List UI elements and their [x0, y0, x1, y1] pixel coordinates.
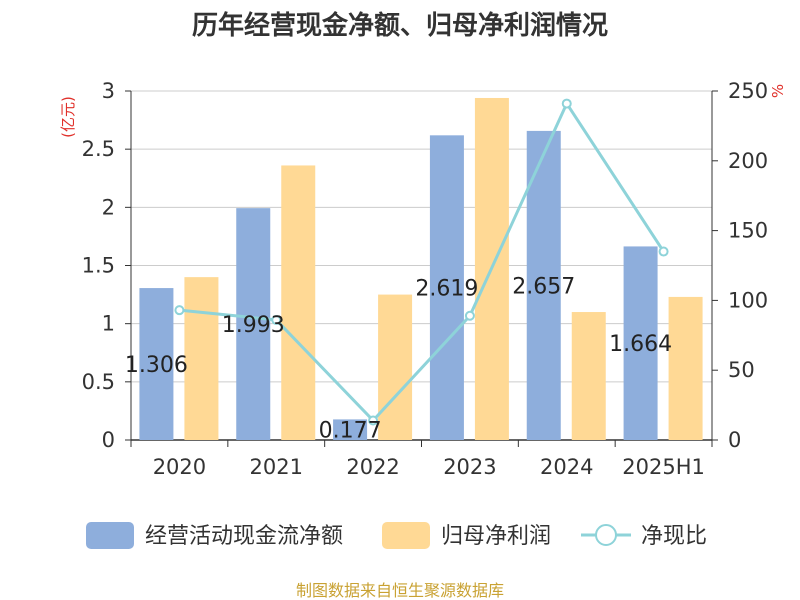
legend-label-ratio: 净现比 — [641, 524, 707, 549]
right-tick-label: 0 — [728, 428, 741, 452]
left-tick-label: 1 — [102, 312, 115, 336]
bar-net-profit — [571, 312, 606, 440]
x-tick-label: 2023 — [443, 455, 496, 479]
right-tick-label: 200 — [728, 149, 768, 173]
legend-marker-ratio — [595, 524, 617, 546]
x-tick-label: 2020 — [153, 455, 206, 479]
right-axis-unit: % — [769, 84, 787, 98]
left-axis-unit: (亿元) — [59, 96, 77, 138]
ratio-point — [174, 305, 185, 316]
legend: 经营活动现金流净额 归母净利润 净现比 — [86, 522, 707, 549]
chart-title: 历年经营现金净额、归母净利润情况 — [192, 10, 608, 41]
bar-value-label: 2.657 — [512, 274, 575, 299]
right-tick-label: 100 — [728, 288, 768, 312]
bar-net-profit — [378, 294, 413, 440]
axes: 0 0.5 1 1.5 2 2.5 3 0 50 100 150 200 250 2020 2021 2022… — [59, 79, 787, 479]
bar-net-profit — [668, 296, 703, 440]
ratio-line-path — [179, 100, 665, 423]
gridlines — [131, 90, 712, 383]
ratio-point — [561, 98, 572, 109]
ratio-point — [464, 310, 475, 321]
bar-cash-flow — [236, 208, 271, 440]
x-tick-label: 2022 — [346, 455, 399, 479]
bar-cash-flow — [139, 288, 174, 440]
data-labels: 1.306 1.993 0.177 2.619 2.657 1.664 — [125, 274, 672, 443]
source-note: 制图数据来自恒生聚源数据库 — [296, 581, 504, 600]
right-tick-label: 150 — [728, 219, 768, 243]
bar-value-label: 1.664 — [609, 332, 672, 357]
bar-net-profit — [281, 165, 316, 440]
ratio-point — [658, 246, 669, 257]
bars — [139, 97, 703, 440]
x-tick-label: 2025H1 — [622, 455, 705, 479]
left-tick-label: 0.5 — [82, 370, 115, 394]
left-tick-label: 1.5 — [82, 254, 115, 278]
ratio-line — [174, 98, 669, 426]
bar-value-label: 0.177 — [319, 419, 382, 444]
bar-value-label: 1.993 — [222, 313, 285, 338]
ratio-point — [271, 314, 282, 325]
right-tick-label: 50 — [728, 358, 755, 382]
bar-cash-flow — [429, 135, 464, 440]
right-tick-label: 250 — [728, 79, 768, 103]
bar-cash-flow — [333, 419, 368, 440]
bar-value-label: 1.306 — [125, 353, 188, 378]
bar-net-profit — [184, 277, 219, 440]
legend-label-cash-flow: 经营活动现金流净额 — [145, 524, 343, 549]
legend-swatch-net-profit — [382, 522, 430, 549]
left-tick-label: 0 — [102, 428, 115, 452]
ratio-point — [368, 415, 379, 426]
left-tick-label: 2 — [102, 195, 115, 219]
left-tick-label: 3 — [102, 79, 115, 103]
left-tick-label: 2.5 — [82, 137, 115, 161]
x-tick-label: 2021 — [250, 455, 303, 479]
legend-swatch-cash-flow — [86, 522, 134, 549]
bar-value-label: 2.619 — [415, 277, 478, 302]
bar-cash-flow — [526, 130, 561, 440]
x-tick-label: 2024 — [540, 455, 593, 479]
bar-cash-flow — [623, 246, 658, 440]
legend-label-net-profit: 归母净利润 — [441, 524, 551, 549]
